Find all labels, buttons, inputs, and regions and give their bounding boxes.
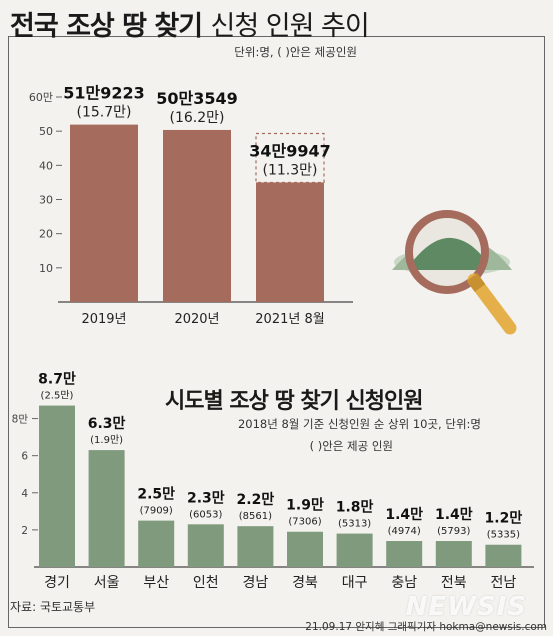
- sub-label: (5793): [437, 526, 470, 537]
- main-title-light: 신청 인원 추이: [210, 11, 370, 42]
- y-tick-label: 4: [21, 488, 28, 500]
- sub-label: (5335): [487, 530, 520, 541]
- value-label: 8.7만: [38, 372, 76, 388]
- category-label: 2019년: [81, 312, 126, 327]
- region-chart: 2 4 6 8만 8.7만 (2.5만) 경기 6.3만 (1.9만) 서울 2.5만 (7909) 부…: [12, 372, 534, 591]
- category-label: 대구: [342, 575, 368, 591]
- y-tick-label: 6: [21, 451, 28, 463]
- projection-box: [255, 132, 325, 184]
- category-label: 2020년: [174, 312, 219, 327]
- bar: [39, 405, 75, 567]
- y-tick-label: 10: [39, 262, 53, 275]
- sub-label: (5313): [338, 519, 371, 530]
- value-label: 1.4만: [435, 507, 473, 523]
- value-label: 2.2만: [237, 492, 275, 508]
- sub-label: (8561): [239, 511, 272, 522]
- category-label: 경북: [292, 575, 318, 591]
- credit-line: 21.09.17 안지혜 그래픽기자 hokma@newsis.com: [305, 621, 547, 633]
- value-label: 2.5만: [137, 487, 175, 503]
- category-label: 경남: [243, 575, 269, 591]
- section2-title: 시도별 조상 땅 찾기 신청인원: [165, 389, 424, 414]
- section2-note2: ( )안은 제공 인원: [309, 439, 393, 453]
- category-label: 서울: [94, 575, 120, 591]
- bar: [187, 524, 224, 567]
- bar: [138, 520, 175, 567]
- y-tick-label: 50: [39, 125, 53, 138]
- bar: [287, 531, 323, 567]
- sub-label: (15.7만): [77, 105, 132, 121]
- bar: [256, 182, 324, 302]
- y-tick-label: 2: [21, 525, 28, 537]
- main-title-bold: 전국 조상 땅 찾기: [10, 11, 203, 42]
- yearly-chart: 10 20 30 40 50 60만 51만9223 (15.7만) 2019년 50만3549 (…: [29, 84, 353, 327]
- unit-note: 단위:명, ( )안은 제공인원: [234, 45, 357, 59]
- bar: [485, 544, 522, 567]
- value-label: 6.3만: [88, 416, 126, 432]
- main-title: 전국 조상 땅 찾기 신청 인원 추이: [10, 4, 370, 43]
- bar: [237, 526, 274, 567]
- bar: [336, 533, 373, 567]
- sub-label: (2.5만): [41, 390, 74, 402]
- category-label: 부산: [143, 575, 169, 591]
- category-label: 전남: [491, 575, 517, 591]
- chart-frame: [8, 36, 545, 628]
- y-tick-label: 20: [39, 228, 53, 241]
- sub-label: (4974): [388, 526, 421, 537]
- section2-note1: 2018년 8월 기준 신청인원 순 상위 10곳, 단위:명: [237, 417, 481, 431]
- sub-label: (6053): [189, 509, 222, 520]
- sub-label: (7306): [288, 517, 321, 528]
- y-tick-label: 60만: [29, 91, 53, 104]
- value-label: 1.4만: [385, 507, 423, 523]
- bar: [435, 541, 472, 567]
- value-label: 34만9947: [249, 141, 331, 160]
- source-note: 자료: 국토교통부: [10, 600, 96, 614]
- bar: [70, 124, 138, 302]
- sub-label: (11.3만): [263, 162, 318, 178]
- bar: [386, 541, 423, 567]
- sub-label: (1.9만): [90, 434, 123, 446]
- value-label: 50만3549: [156, 89, 238, 108]
- category-label: 충남: [391, 575, 417, 591]
- y-tick-label: 40: [39, 159, 53, 172]
- y-tick-label: 8만: [12, 414, 29, 426]
- category-label: 2021년 8월: [255, 312, 324, 327]
- sub-label: (7909): [140, 506, 173, 517]
- magnifier-icon: [392, 210, 517, 335]
- bar: [163, 129, 231, 302]
- value-label: 1.9만: [286, 498, 324, 514]
- value-label: 2.3만: [187, 490, 225, 506]
- category-label: 전북: [441, 575, 467, 591]
- value-label: 1.2만: [485, 511, 523, 527]
- category-label: 인천: [193, 575, 219, 591]
- value-label: 51만9223: [63, 84, 145, 103]
- watermark-logo: NEWSIS: [405, 592, 527, 622]
- bar: [88, 450, 125, 567]
- value-label: 1.8만: [336, 500, 374, 516]
- category-label: 경기: [44, 575, 70, 591]
- y-tick-label: 30: [39, 194, 53, 207]
- sub-label: (16.2만): [170, 110, 225, 126]
